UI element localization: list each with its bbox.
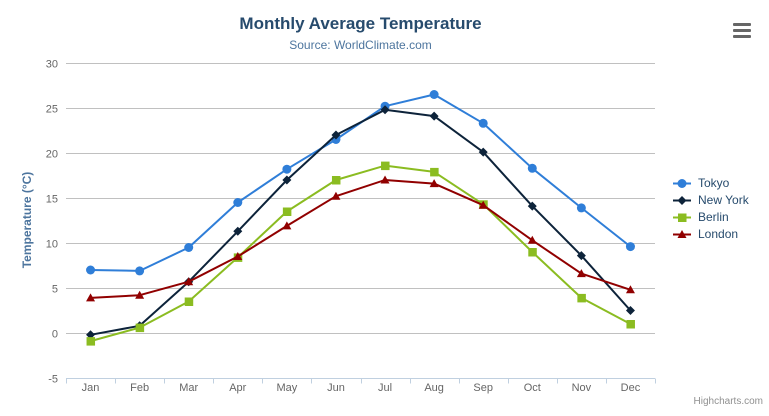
y-axis-title: Temperature (°C) [20,171,34,269]
x-tick-label: Jun [327,382,345,394]
series-tokyo [86,90,635,276]
y-tick-label: 25 [46,104,58,116]
series-berlin [86,161,635,346]
legend-item-tokyo[interactable]: Tokyo [673,176,749,190]
x-tick-label: Jan [82,382,100,394]
x-tick-label: Apr [229,382,246,394]
legend-item-new-york[interactable]: New York [673,193,749,207]
y-tick-label: 10 [46,239,58,251]
x-tick-label: May [276,382,297,394]
hamburger-icon [733,22,751,26]
hamburger-icon [733,34,751,38]
series-london [86,175,635,302]
x-tick-label: Dec [621,382,641,394]
series-marker-icon [673,195,691,205]
legend-label: New York [698,193,749,207]
x-axis: Jan Feb Mar Apr May Jun Jul Aug Sep Oct Nov Dec [66,378,656,394]
x-tick-label: Nov [572,382,592,394]
hamburger-icon [733,28,751,32]
y-tick-label: 20 [46,149,58,161]
series-marker-icon [673,178,691,188]
series-new-york [86,105,635,340]
y-tick-label: 5 [52,284,58,296]
x-tick-label: Jul [378,382,392,394]
legend-label: London [698,227,739,241]
series-marker-icon [673,229,691,238]
credits-link[interactable]: Highcharts.com [693,396,763,407]
export-menu-button[interactable] [729,18,755,42]
legend-label: Berlin [698,210,729,224]
gridlines: -5 0 5 10 15 20 25 30 [46,59,655,386]
y-tick-label: 30 [46,59,58,71]
legend-item-berlin[interactable]: Berlin [673,210,749,224]
legend-label: Tokyo [698,176,730,190]
x-tick-label: Sep [473,382,493,394]
series-marker-icon [673,213,691,222]
y-tick-label: -5 [48,374,58,386]
x-tick-label: Oct [524,382,541,394]
y-tick-label: 0 [52,329,58,341]
chart-title: Monthly Average Temperature [239,14,482,33]
chart-subtitle: Source: WorldClimate.com [289,38,432,52]
x-tick-label: Feb [130,382,149,394]
legend-item-london[interactable]: London [673,227,749,241]
x-tick-label: Mar [179,382,198,394]
x-tick-label: Aug [424,382,444,394]
legend: Tokyo New York Berlin London [673,176,749,241]
y-tick-label: 15 [46,194,58,206]
